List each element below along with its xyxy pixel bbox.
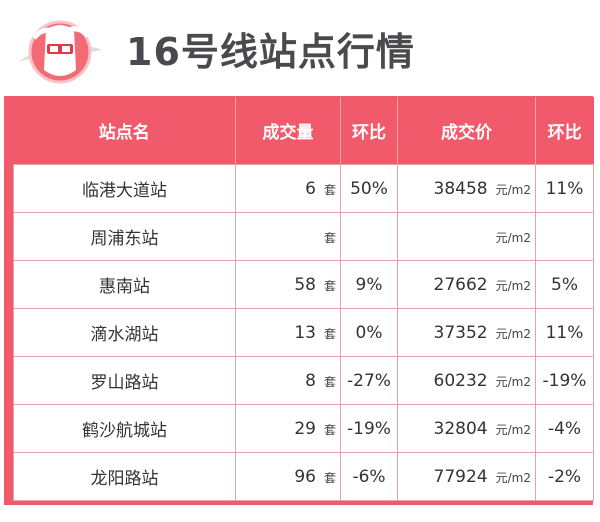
price-mom: 11% <box>535 164 594 213</box>
price-cell: 37352 元/m2 <box>397 308 536 357</box>
volume-unit: 套 <box>323 278 336 293</box>
page-title: 16号线站点行情 <box>126 30 415 74</box>
price-unit: 元/m2 <box>495 422 531 437</box>
price-cell: 77924 元/m2 <box>397 452 536 501</box>
price-value: 60232 <box>433 370 488 391</box>
volume-value: 13 <box>294 322 316 343</box>
price-unit: 元/m2 <box>495 230 531 245</box>
price-unit: 元/m2 <box>495 278 531 293</box>
volume-cell: 96 套 <box>235 452 341 501</box>
station-name: 惠南站 <box>13 260 236 309</box>
volume-mom: -27% <box>340 356 398 405</box>
table-header-row: 站点名 成交量 环比 成交价 环比 <box>13 97 594 165</box>
price-value: 77924 <box>433 466 488 487</box>
header-price: 成交价 <box>397 97 536 165</box>
volume-mom: 50% <box>340 164 398 213</box>
header-station: 站点名 <box>13 97 236 165</box>
table-row: 临港大道站 6 套 50% 38458 元/m2 11% <box>13 164 594 213</box>
price-mom: -4% <box>535 404 594 453</box>
rabbit-mascot-logo-icon <box>18 20 102 84</box>
volume-mom: 0% <box>340 308 398 357</box>
volume-mom: -6% <box>340 452 398 501</box>
station-name: 罗山路站 <box>13 356 236 405</box>
station-market-table: 站点名 成交量 环比 成交价 环比 临港大道站 6 套 50% 38458 元/m2 11%… <box>13 97 594 501</box>
price-cell: 38458 元/m2 <box>397 164 536 213</box>
price-cell: 60232 元/m2 <box>397 356 536 405</box>
price-unit: 元/m2 <box>495 470 531 485</box>
volume-cell: 套 <box>235 212 341 261</box>
table-row: 罗山路站 8 套 -27% 60232 元/m2 -19% <box>13 356 594 405</box>
price-mom: 5% <box>535 260 594 309</box>
volume-unit: 套 <box>323 326 336 341</box>
station-name: 鹤沙航城站 <box>13 404 236 453</box>
table-row: 惠南站 58 套 9% 27662 元/m2 5% <box>13 260 594 309</box>
price-cell: 32804 元/m2 <box>397 404 536 453</box>
price-mom <box>535 212 594 261</box>
volume-value: 58 <box>294 274 316 295</box>
volume-value: 8 <box>305 370 316 391</box>
table-row: 鹤沙航城站 29 套 -19% 32804 元/m2 -4% <box>13 404 594 453</box>
header-volume-mom: 环比 <box>340 97 398 165</box>
volume-value: 29 <box>294 418 316 439</box>
volume-mom: -19% <box>340 404 398 453</box>
table-row: 龙阳路站 96 套 -6% 77924 元/m2 -2% <box>13 452 594 501</box>
volume-value: 6 <box>305 178 316 199</box>
price-unit: 元/m2 <box>495 326 531 341</box>
station-name: 周浦东站 <box>13 212 236 261</box>
volume-unit: 套 <box>323 374 336 389</box>
table-row: 滴水湖站 13 套 0% 37352 元/m2 11% <box>13 308 594 357</box>
price-mom: -19% <box>535 356 594 405</box>
volume-unit: 套 <box>323 470 336 485</box>
price-value: 38458 <box>433 178 488 199</box>
price-cell: 元/m2 <box>397 212 536 261</box>
volume-value: 96 <box>294 466 316 487</box>
price-value: 27662 <box>433 274 488 295</box>
volume-cell: 29 套 <box>235 404 341 453</box>
volume-cell: 13 套 <box>235 308 341 357</box>
header-volume: 成交量 <box>235 97 341 165</box>
station-name: 龙阳路站 <box>13 452 236 501</box>
price-value: 37352 <box>433 322 488 343</box>
station-name: 滴水湖站 <box>13 308 236 357</box>
station-name: 临港大道站 <box>13 164 236 213</box>
volume-unit: 套 <box>323 230 336 245</box>
price-unit: 元/m2 <box>495 182 531 197</box>
price-mom: 11% <box>535 308 594 357</box>
price-cell: 27662 元/m2 <box>397 260 536 309</box>
price-mom: -2% <box>535 452 594 501</box>
price-unit: 元/m2 <box>495 374 531 389</box>
volume-cell: 58 套 <box>235 260 341 309</box>
header-price-mom: 环比 <box>535 97 594 165</box>
price-value: 32804 <box>433 418 488 439</box>
volume-mom <box>340 212 398 261</box>
volume-unit: 套 <box>323 422 336 437</box>
table-row: 周浦东站 套 元/m2 <box>13 212 594 261</box>
volume-unit: 套 <box>323 182 336 197</box>
volume-mom: 9% <box>340 260 398 309</box>
